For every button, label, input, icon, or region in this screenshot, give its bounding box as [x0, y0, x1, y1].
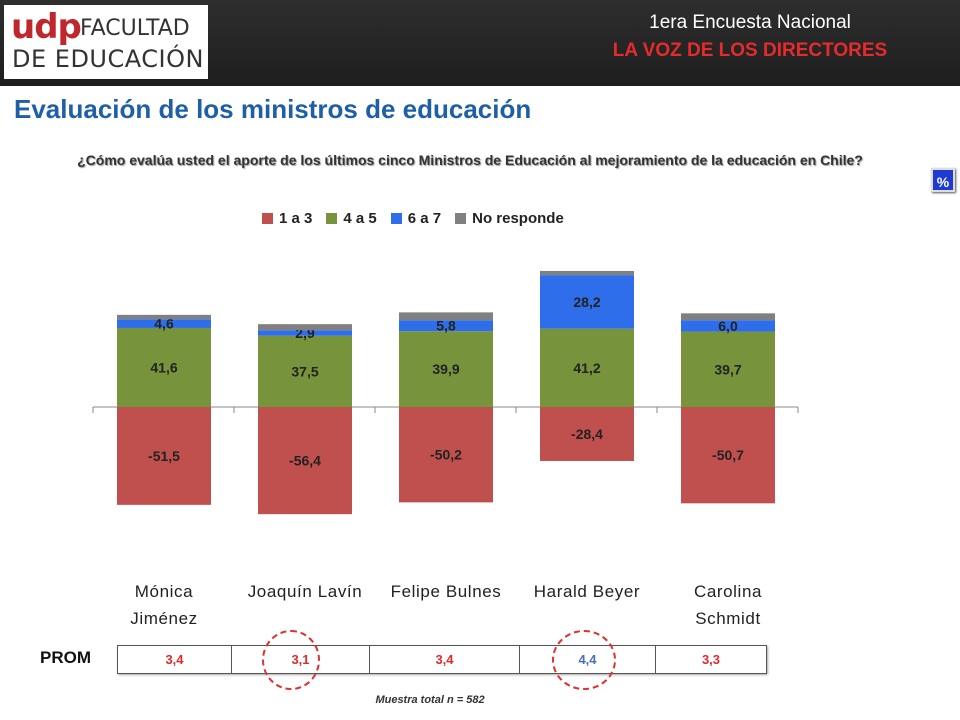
minister-names: Mónica Jiménez Joaquín Lavín Felipe Bulnes H… — [0, 578, 960, 638]
data-label-0-0: -51,5 — [148, 448, 180, 464]
bar-3-0 — [117, 314, 211, 320]
legend-label-0: 1 a 3 — [279, 210, 313, 227]
data-label-0-4: -50,7 — [712, 447, 744, 463]
legend-label-2: 6 a 7 — [407, 210, 442, 227]
legend-item-0: 1 a 3 — [262, 210, 312, 227]
bar-0-4 — [681, 407, 775, 504]
logo-line1: FACULTAD — [80, 16, 190, 41]
data-label-2-0: 4,6 — [154, 316, 174, 332]
bar-2-1 — [258, 330, 352, 336]
category-label-4: Carolina Schmidt — [693, 582, 763, 628]
category-label-0: Mónica Jiménez — [130, 582, 198, 628]
data-label-0-1: -56,4 — [289, 453, 321, 469]
bar-3-4 — [681, 313, 775, 321]
bar-1-2 — [399, 331, 493, 407]
category-label-1: Joaquín Lavín — [247, 582, 363, 601]
bar-0-3 — [540, 407, 634, 461]
data-label-2-3: 28,2 — [573, 294, 600, 310]
data-label-1-2: 39,9 — [432, 361, 459, 377]
survey-title: 1era Encuesta Nacional — [649, 12, 851, 33]
percent-button[interactable]: % — [931, 168, 955, 192]
category-label-2: Felipe Bulnes — [390, 582, 502, 601]
bar-2-0 — [117, 319, 211, 328]
data-label-1-4: 39,7 — [714, 361, 741, 377]
prom-label: PROM — [40, 648, 91, 667]
legend-swatch-1 — [326, 213, 338, 224]
data-label-1-3: 41,2 — [573, 360, 600, 376]
data-label-2-2: 5,8 — [436, 318, 456, 334]
header-bar: udp FACULTAD DE EDUCACIÓN 1era Encuesta … — [0, 0, 960, 86]
prom-cell-2: 3,4 — [370, 646, 520, 673]
chart-question: ¿Cómo evalúa usted el aporte de los últi… — [77, 152, 863, 168]
legend-label-3: No responde — [472, 210, 564, 227]
bar-0-1 — [258, 407, 352, 515]
data-label-2-4: 6,0 — [718, 318, 738, 334]
bar-1-0 — [117, 327, 211, 407]
legend-item-3: No responde — [455, 210, 564, 227]
bar-1-3 — [540, 328, 634, 407]
bar-0-0 — [117, 407, 211, 505]
legend-item-1: 4 a 5 — [326, 210, 377, 227]
bar-2-4 — [681, 320, 775, 332]
udp-logo: udp FACULTAD DE EDUCACIÓN — [4, 5, 208, 79]
highlight-circle-lavin — [262, 630, 320, 690]
data-label-0-2: -50,2 — [430, 447, 462, 463]
legend-item-2: 6 a 7 — [390, 210, 442, 227]
bar-0-2 — [399, 407, 493, 503]
category-label-3: Harald Beyer — [533, 582, 641, 601]
data-label-1-1: 37,5 — [291, 363, 318, 379]
logo-brand: udp — [11, 7, 82, 47]
legend-swatch-2 — [390, 213, 402, 224]
stacked-bar-chart: -51,541,64,6-56,437,52,9-50,239,95,8-28,… — [92, 270, 799, 515]
bar-3-3 — [540, 270, 634, 276]
survey-subtitle: LA VOZ DE LOS DIRECTORES — [612, 40, 888, 61]
bar-2-3 — [540, 275, 634, 329]
data-label-1-0: 41,6 — [150, 359, 177, 375]
legend-label-1: 4 a 5 — [343, 210, 377, 227]
legend-swatch-0 — [262, 213, 273, 224]
logo-line2: DE EDUCACIÓN — [12, 45, 204, 73]
legend-swatch-3 — [455, 213, 467, 224]
data-label-0-3: -28,4 — [571, 426, 603, 442]
prom-table: 3,4 3,1 3,4 4,4 3,3 — [117, 645, 767, 674]
prom-cell-4: 3,3 — [701, 652, 721, 667]
bar-1-4 — [681, 331, 775, 407]
bar-2-2 — [399, 320, 493, 332]
highlight-circle-beyer — [552, 630, 616, 690]
chart-legend: 1 a 3 4 a 5 6 a 7 No responde — [262, 210, 564, 227]
bar-3-2 — [399, 312, 493, 321]
page-title: Evaluación de los ministros de educación — [14, 94, 532, 124]
sample-note: Muestra total n = 582 — [375, 694, 485, 706]
bar-3-1 — [258, 324, 352, 331]
bar-1-1 — [258, 335, 352, 407]
prom-cell-0: 3,4 — [118, 646, 232, 673]
